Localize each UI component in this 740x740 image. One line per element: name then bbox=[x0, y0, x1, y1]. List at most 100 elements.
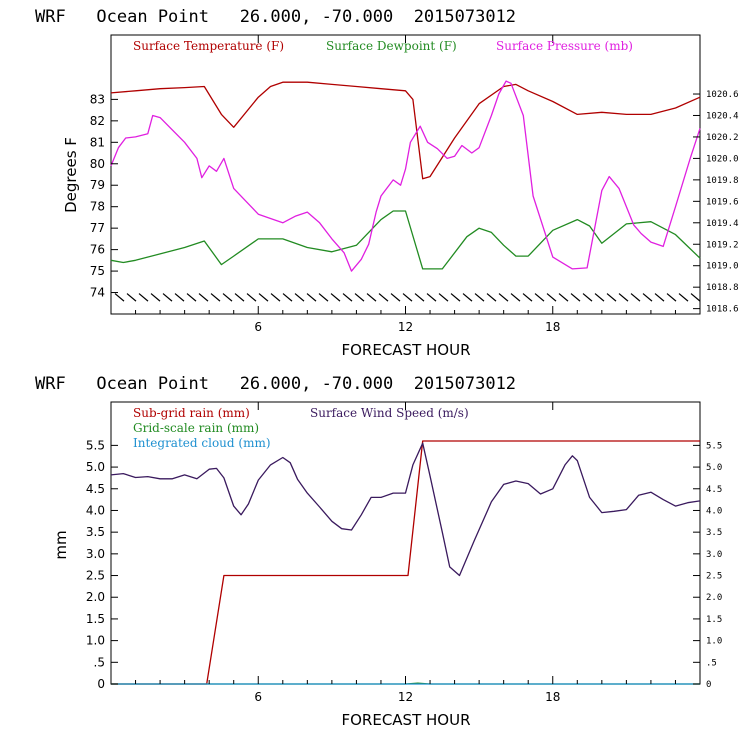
y-tick-label: 74 bbox=[90, 286, 105, 300]
wind-barb-mark bbox=[186, 293, 197, 302]
wind-barb-mark bbox=[678, 293, 689, 302]
wind-barb-mark bbox=[438, 293, 449, 302]
y-tick-label: 1.0 bbox=[86, 634, 105, 648]
wind-barb-mark bbox=[666, 293, 677, 302]
y-tick-label: 2.0 bbox=[86, 590, 105, 604]
y2-tick-label: 1.0 bbox=[706, 637, 722, 647]
wind-barb-mark bbox=[342, 293, 353, 302]
legend-grid-scale-rain: Grid-scale rain (mm) bbox=[133, 421, 259, 435]
y2-tick-label: 3.5 bbox=[706, 528, 722, 538]
wind-barb-mark bbox=[210, 293, 221, 302]
y2-tick-label: 1020.0 bbox=[706, 154, 739, 164]
wind-barb-mark bbox=[414, 293, 425, 302]
wind-barb-mark bbox=[378, 293, 389, 302]
bottom-x-axis-label: FORECAST HOUR bbox=[341, 711, 470, 729]
series-surface-temperature-f bbox=[110, 81, 701, 180]
y-tick-label: 77 bbox=[90, 221, 105, 235]
y2-tick-label: 1020.2 bbox=[706, 133, 739, 143]
y2-tick-label: 1019.2 bbox=[706, 240, 739, 250]
x-tick-label: 18 bbox=[545, 690, 560, 704]
bottom-chart-title: WRF Ocean Point 26.000, -70.000 20150730… bbox=[35, 374, 516, 394]
y2-tick-label: 1018.6 bbox=[706, 305, 739, 315]
wind-barb-mark bbox=[282, 293, 293, 302]
top-panel: WRF Ocean Point 26.000, -70.000 20150730… bbox=[35, 7, 739, 359]
bottom-y-axis-label: mm bbox=[52, 530, 70, 559]
legend-sub-grid-rain: Sub-grid rain (mm) bbox=[133, 406, 250, 420]
y2-tick-label: 3.0 bbox=[706, 550, 722, 560]
legend-surface-temperature: Surface Temperature (F) bbox=[133, 39, 284, 53]
y-tick-label: 81 bbox=[90, 135, 105, 149]
wind-barb-mark bbox=[450, 293, 461, 302]
wind-barb-mark bbox=[606, 293, 617, 302]
top-chart-title: WRF Ocean Point 26.000, -70.000 20150730… bbox=[35, 7, 516, 27]
y-tick-label: 78 bbox=[90, 200, 105, 214]
top-y-axis-label: Degrees F bbox=[62, 137, 80, 213]
series-surface-dewpoint-f bbox=[110, 210, 701, 270]
x-tick-label: 6 bbox=[254, 320, 262, 334]
wind-barb-mark bbox=[138, 293, 149, 302]
wind-barb-mark bbox=[174, 293, 185, 302]
y-tick-label: 0 bbox=[97, 677, 105, 691]
y2-tick-label: 5.5 bbox=[706, 441, 722, 451]
wind-barb-mark bbox=[234, 293, 245, 302]
wind-barb-mark bbox=[246, 293, 257, 302]
y-tick-label: 79 bbox=[90, 178, 105, 192]
wind-barb-mark bbox=[642, 293, 653, 302]
y2-tick-label: 1.5 bbox=[706, 615, 722, 625]
y2-tick-label: 2.5 bbox=[706, 572, 722, 582]
wind-barb-mark bbox=[126, 293, 137, 302]
y-tick-label: 80 bbox=[90, 157, 105, 171]
y-tick-label: 3.5 bbox=[86, 525, 105, 539]
y2-tick-label: 1019.4 bbox=[706, 219, 739, 229]
wind-barb-mark bbox=[258, 293, 269, 302]
wind-barb-mark bbox=[630, 293, 641, 302]
y-tick-label: 1.5 bbox=[86, 612, 105, 626]
y2-tick-label: 1018.8 bbox=[706, 283, 739, 293]
wind-barb-mark bbox=[522, 293, 533, 302]
y-tick-label: 4.5 bbox=[86, 482, 105, 496]
series-surface-pressure-mb bbox=[110, 80, 701, 272]
wind-barb-mark bbox=[690, 293, 701, 302]
legend-surface-wind-speed: Surface Wind Speed (m/s) bbox=[310, 406, 469, 420]
wind-barb-mark bbox=[426, 293, 437, 302]
wind-barb-mark bbox=[198, 293, 209, 302]
series-surface-wind-speed-m-s bbox=[110, 442, 701, 577]
y-tick-label: 75 bbox=[90, 264, 105, 278]
x-tick-label: 6 bbox=[254, 690, 262, 704]
y2-tick-label: 1019.8 bbox=[706, 176, 739, 186]
wind-barb-mark bbox=[594, 293, 605, 302]
y-tick-label: 2.5 bbox=[86, 569, 105, 583]
y2-tick-label: 1019.0 bbox=[706, 262, 739, 272]
wind-barb-mark bbox=[474, 293, 485, 302]
wind-barb-mark bbox=[222, 293, 233, 302]
wind-barb-mark bbox=[570, 293, 581, 302]
legend-surface-dewpoint: Surface Dewpoint (F) bbox=[326, 39, 457, 53]
wind-barb-mark bbox=[150, 293, 161, 302]
wind-barb-mark bbox=[390, 293, 401, 302]
x-tick-label: 12 bbox=[398, 690, 413, 704]
wind-barb-mark bbox=[498, 293, 509, 302]
x-tick-label: 18 bbox=[545, 320, 560, 334]
wind-barb-mark bbox=[462, 293, 473, 302]
wind-barb-mark bbox=[270, 293, 281, 302]
bottom-panel: WRF Ocean Point 26.000, -70.000 20150730… bbox=[35, 374, 722, 729]
y2-tick-label: 1019.6 bbox=[706, 197, 739, 207]
wind-barb-mark bbox=[582, 293, 593, 302]
top-plot-frame bbox=[110, 34, 701, 315]
wind-barb-mark bbox=[402, 293, 413, 302]
wind-barb-mark bbox=[618, 293, 629, 302]
wind-barb-mark bbox=[366, 293, 377, 302]
wind-barb-mark bbox=[510, 293, 521, 302]
wind-barb-mark bbox=[354, 293, 365, 302]
x-tick-label: 12 bbox=[398, 320, 413, 334]
y2-tick-label: .5 bbox=[706, 658, 717, 668]
wind-barb-mark bbox=[318, 293, 329, 302]
wind-barb-mark bbox=[330, 293, 341, 302]
wind-barb-mark bbox=[294, 293, 305, 302]
wind-barb-mark bbox=[534, 293, 545, 302]
y-tick-label: 5.5 bbox=[86, 438, 105, 452]
y-tick-label: 3.0 bbox=[86, 547, 105, 561]
y2-tick-label: 4.0 bbox=[706, 506, 722, 516]
y-tick-label: 83 bbox=[90, 92, 105, 106]
